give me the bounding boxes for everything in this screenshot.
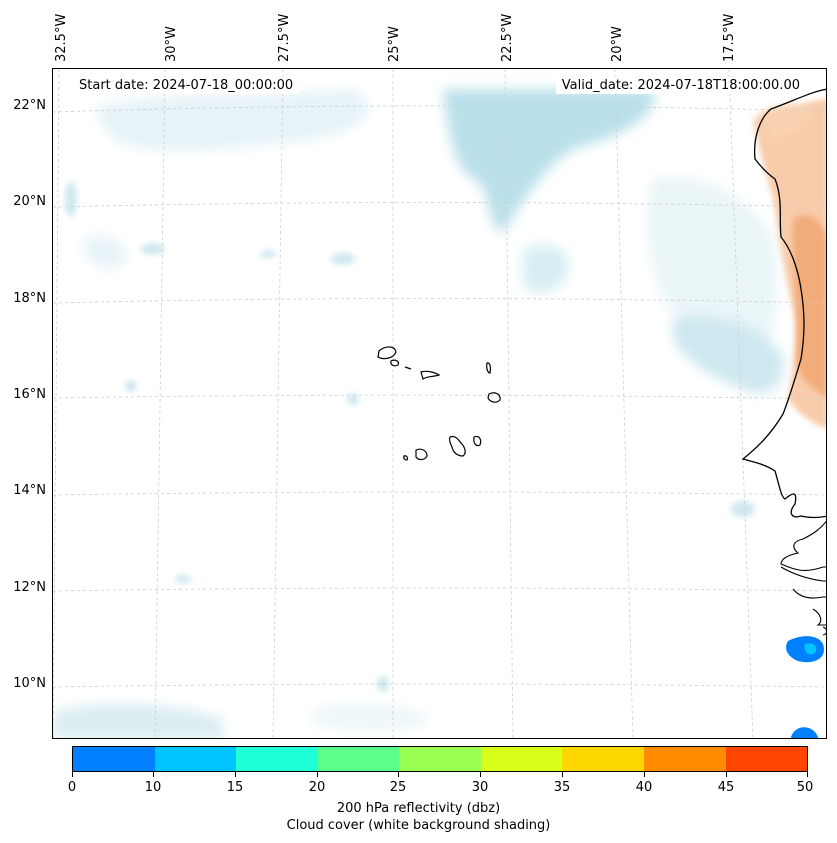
start-date-label: Start date: 2024-07-18_00:00:00	[73, 77, 300, 94]
africa-coastline	[741, 88, 826, 519]
map-panel: Start date: 2024-07-18_00:00:00 Valid_da…	[52, 68, 827, 739]
island-boa-vista	[487, 392, 501, 403]
reflectivity-orange-shading	[753, 99, 826, 429]
colorbar-tick	[153, 772, 154, 777]
colorbar-tick-label: 45	[717, 780, 735, 795]
island-maio	[473, 435, 482, 447]
colorbar-tick	[562, 772, 563, 777]
colorbar-segment	[236, 747, 318, 771]
map-canvas	[53, 69, 826, 738]
lat-label-22n: 22°N	[13, 98, 46, 113]
colorbar-tick-label: 40	[635, 780, 653, 795]
colorbar-tick-label: 50	[796, 780, 814, 795]
colorbar-segment	[562, 747, 644, 771]
cape-verde-islands	[377, 346, 501, 461]
island-santo-antao	[377, 346, 397, 360]
colorbar-tick-label: 35	[553, 780, 571, 795]
colorbar-tick-label: 20	[308, 780, 326, 795]
lon-label-22-5w: 22.5°W	[500, 13, 515, 62]
island-sao-nicolau	[420, 370, 441, 381]
lat-label-14n: 14°N	[13, 483, 46, 498]
colorbar-tick-label: 25	[389, 780, 407, 795]
lon-label-27-5w: 27.5°W	[277, 13, 292, 62]
africa-coastline-south	[780, 520, 826, 636]
lat-label-12n: 12°N	[13, 580, 46, 595]
island-sal	[486, 362, 491, 374]
colorbar-tick	[398, 772, 399, 777]
colorbar-segment	[399, 747, 481, 771]
colorbar-segment	[725, 747, 808, 771]
lon-label-30w: 30°W	[164, 26, 179, 62]
island-fogo	[415, 448, 428, 461]
lon-label-20w: 20°W	[610, 26, 625, 62]
cloud-cover-shading	[53, 89, 784, 738]
colorbar-tick-label: 15	[226, 780, 244, 795]
island-santa-luzia	[404, 366, 412, 370]
colorbar-tick	[72, 772, 73, 777]
colorbar-tick-label: 0	[67, 780, 77, 795]
colorbar-tick	[807, 772, 808, 777]
cloud-cover-blobs	[65, 181, 755, 692]
colorbar-tick-label: 30	[471, 780, 489, 795]
lat-label-18n: 18°N	[13, 291, 46, 306]
colorbar-tick	[235, 772, 236, 777]
lon-label-17-5w: 17.5°W	[722, 13, 737, 62]
island-brava	[403, 455, 408, 461]
lat-label-20n: 20°N	[13, 194, 46, 209]
lat-label-10n: 10°N	[13, 676, 46, 691]
colorbar-tick	[644, 772, 645, 777]
colorbar-segment	[643, 747, 726, 771]
colorbar-tick	[480, 772, 481, 777]
lon-label-25w: 25°W	[387, 26, 402, 62]
island-sao-vicente	[390, 359, 400, 367]
lat-label-16n: 16°N	[13, 387, 46, 402]
colorbar-tick	[726, 772, 727, 777]
island-santiago	[449, 435, 466, 457]
reflectivity-blue-shading	[786, 636, 824, 738]
colorbar-segment	[480, 747, 563, 771]
valid-date-label: Valid_date: 2024-07-18T18:00:00.00	[555, 77, 806, 94]
map-gridlines	[53, 69, 826, 738]
colorbar-segment	[317, 747, 400, 771]
colorbar-title: 200 hPa reflectivity (dbz)	[336, 801, 501, 816]
colorbar-subtitle: Cloud cover (white background shading)	[286, 818, 551, 833]
colorbar-segment	[154, 747, 237, 771]
colorbar-tick-label: 10	[144, 780, 162, 795]
colorbar-segment	[73, 747, 155, 771]
reflectivity-colorbar	[72, 746, 808, 772]
colorbar-tick	[317, 772, 318, 777]
lon-label-32-5w: 32.5°W	[54, 13, 69, 62]
